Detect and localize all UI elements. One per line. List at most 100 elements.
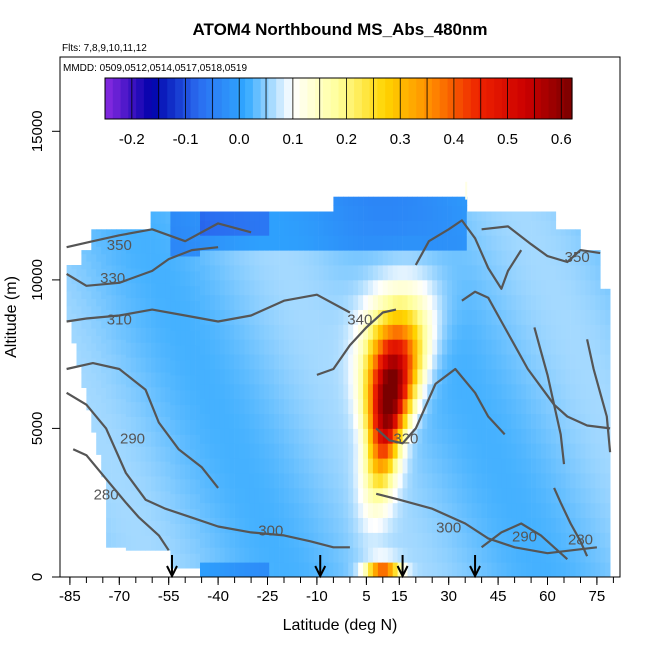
heat-cell xyxy=(343,220,349,236)
heat-cell xyxy=(165,535,171,551)
heat-cell xyxy=(288,265,295,281)
heat-cell xyxy=(116,532,122,548)
heat-cell xyxy=(368,383,374,400)
heat-cell xyxy=(318,383,324,400)
heat-cell xyxy=(343,398,349,414)
heat-cell xyxy=(402,324,408,340)
heat-cell xyxy=(432,398,438,414)
heat-cell xyxy=(387,517,394,533)
heat-cell xyxy=(526,517,532,533)
heat-cell xyxy=(190,419,196,435)
heat-cell xyxy=(521,487,527,504)
heat-cell xyxy=(343,532,349,548)
heat-cell xyxy=(368,220,374,236)
heat-cell xyxy=(308,398,314,414)
heat-cell xyxy=(353,517,359,533)
heat-cell xyxy=(111,398,117,414)
heat-cell xyxy=(491,398,497,414)
heat-cell xyxy=(244,369,250,385)
heat-cell xyxy=(580,383,586,400)
colorbar-segment xyxy=(525,78,534,119)
heat-cell xyxy=(372,428,379,444)
heat-cell xyxy=(111,339,117,355)
heat-cell xyxy=(422,309,428,325)
heat-cell xyxy=(442,428,448,444)
heat-cell xyxy=(116,369,122,385)
heat-cell xyxy=(116,235,122,251)
heat-cell xyxy=(140,446,146,462)
heat-cell xyxy=(328,235,334,251)
heat-cell xyxy=(120,487,127,504)
heat-cell xyxy=(125,327,132,343)
heat-cell xyxy=(239,220,245,236)
heat-cell xyxy=(471,443,478,459)
heat-cell xyxy=(76,265,82,277)
heat-cell xyxy=(506,279,512,296)
colorbar-segment xyxy=(517,78,526,119)
heat-cell xyxy=(180,315,186,331)
heat-cell xyxy=(363,502,369,518)
heat-cell xyxy=(244,487,250,504)
heat-cell xyxy=(175,389,181,406)
heat-cell xyxy=(219,339,226,355)
heat-cell xyxy=(466,265,473,281)
heat-cell xyxy=(565,517,571,533)
heat-cell xyxy=(328,532,334,548)
heat-cell xyxy=(358,220,364,236)
heat-cell xyxy=(279,279,285,296)
heat-cell xyxy=(382,354,389,370)
heat-cell xyxy=(170,374,176,391)
heat-cell xyxy=(185,419,191,435)
heat-cell xyxy=(96,261,102,277)
heat-cell xyxy=(145,312,151,328)
colorbar-segment xyxy=(299,78,308,119)
heat-cell xyxy=(204,547,211,563)
heat-cell xyxy=(531,413,537,429)
heat-cell xyxy=(130,229,137,239)
heat-cell xyxy=(565,383,571,400)
colorbar-segment xyxy=(268,78,277,119)
heat-cell xyxy=(185,345,191,361)
heat-cell xyxy=(486,443,492,459)
heat-cell xyxy=(600,309,606,325)
heat-cell xyxy=(427,532,433,548)
heat-cell xyxy=(96,365,102,381)
heat-cell xyxy=(145,505,151,521)
heat-cell xyxy=(471,235,478,251)
heat-cell xyxy=(422,235,428,251)
heat-cell xyxy=(195,374,201,391)
heat-cell xyxy=(348,265,354,281)
heat-cell xyxy=(496,517,502,533)
heat-cell xyxy=(279,383,285,400)
heat-cell xyxy=(545,324,552,340)
contour-label: 330 xyxy=(100,270,125,287)
heat-cell xyxy=(600,413,606,429)
heat-cell xyxy=(254,354,260,370)
heat-cell xyxy=(214,458,221,474)
heat-cell xyxy=(377,547,384,563)
heat-cell xyxy=(269,428,275,444)
heat-cell xyxy=(274,428,280,444)
heat-cell xyxy=(387,205,394,221)
heat-cell xyxy=(368,487,374,504)
heat-cell xyxy=(111,279,117,296)
heat-cell xyxy=(264,339,270,355)
heat-cell xyxy=(125,253,132,269)
heat-cell xyxy=(377,428,384,444)
heatmap xyxy=(66,181,611,577)
heat-cell xyxy=(397,235,403,251)
heat-cell xyxy=(491,324,497,340)
heat-cell xyxy=(461,413,468,429)
colorbar-segment xyxy=(136,78,145,119)
heat-cell xyxy=(204,250,211,266)
heat-cell xyxy=(531,211,537,221)
contour-label: 350 xyxy=(565,249,590,266)
heat-cell xyxy=(501,443,507,459)
heat-cell xyxy=(437,413,443,429)
heat-cell xyxy=(540,473,547,489)
heat-cell xyxy=(452,294,458,310)
heat-cell xyxy=(397,354,403,370)
heat-cell xyxy=(254,502,260,518)
heat-cell xyxy=(491,487,497,504)
heat-cell xyxy=(130,446,137,462)
